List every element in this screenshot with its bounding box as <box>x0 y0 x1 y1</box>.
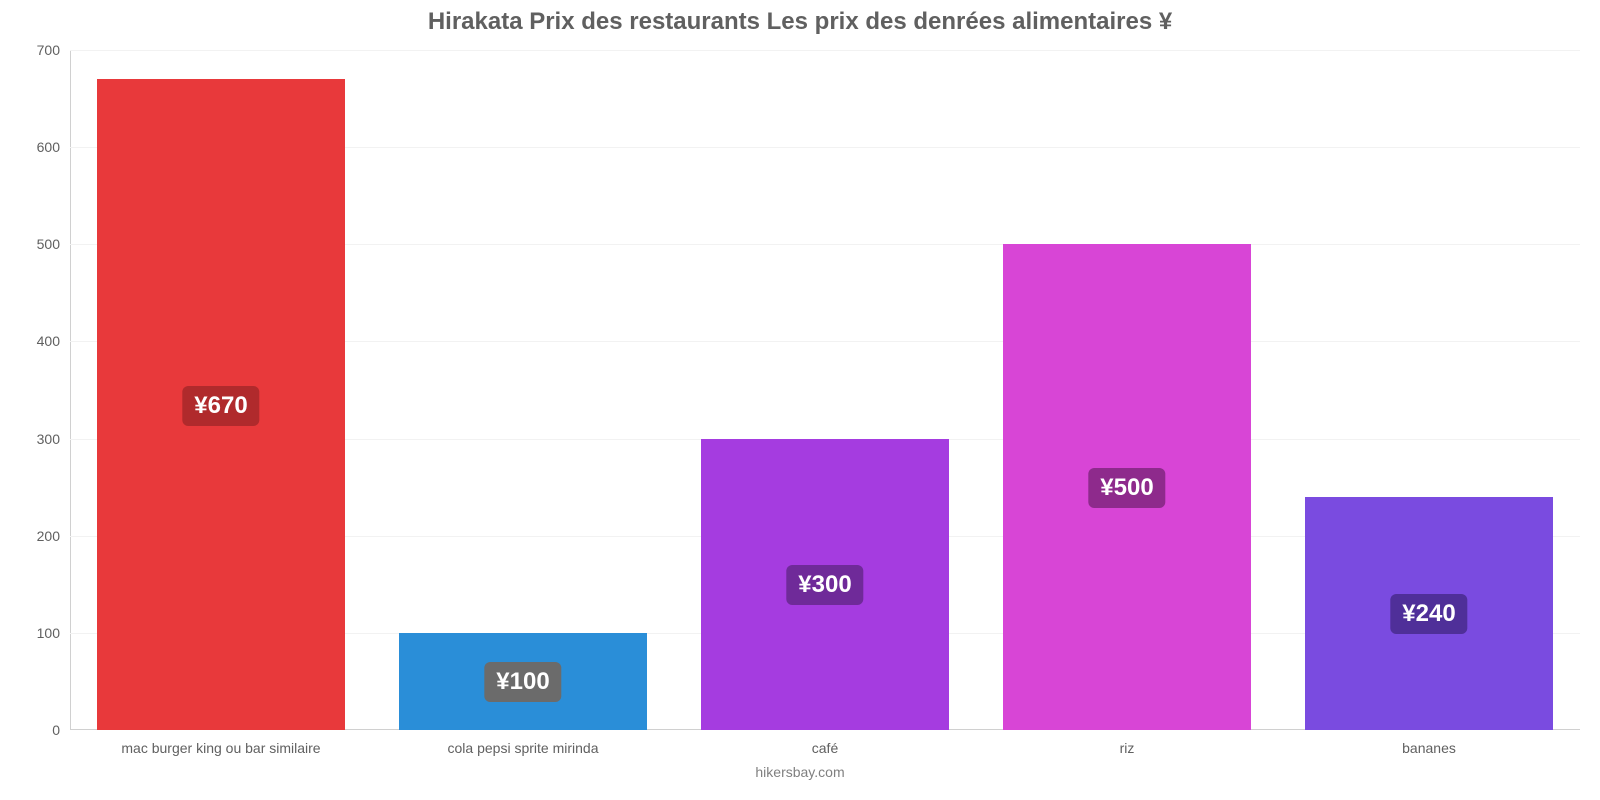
chart-title: Hirakata Prix des restaurants Les prix d… <box>0 0 1600 36</box>
y-tick-label: 200 <box>20 528 60 544</box>
y-tick-label: 300 <box>20 431 60 447</box>
y-tick-label: 100 <box>20 625 60 641</box>
bar-value-label: ¥500 <box>1088 468 1165 508</box>
bar-value-label: ¥240 <box>1390 594 1467 634</box>
chart-footer: hikersbay.com <box>0 764 1600 780</box>
y-tick-label: 0 <box>20 722 60 738</box>
y-tick-label: 500 <box>20 236 60 252</box>
x-tick-label: café <box>812 740 838 756</box>
x-tick-label: riz <box>1120 740 1135 756</box>
y-tick-label: 600 <box>20 139 60 155</box>
y-tick-label: 700 <box>20 42 60 58</box>
x-tick-label: bananes <box>1402 740 1456 756</box>
bar-value-label: ¥670 <box>182 386 259 426</box>
grid-line <box>70 50 1580 51</box>
plot-area: 0100200300400500600700¥670mac burger kin… <box>70 50 1580 730</box>
x-tick-label: mac burger king ou bar similaire <box>121 740 320 756</box>
y-axis-line <box>70 50 71 730</box>
bar-value-label: ¥100 <box>484 662 561 702</box>
bar-value-label: ¥300 <box>786 565 863 605</box>
y-tick-label: 400 <box>20 333 60 349</box>
chart-container: Hirakata Prix des restaurants Les prix d… <box>0 0 1600 800</box>
x-tick-label: cola pepsi sprite mirinda <box>448 740 599 756</box>
